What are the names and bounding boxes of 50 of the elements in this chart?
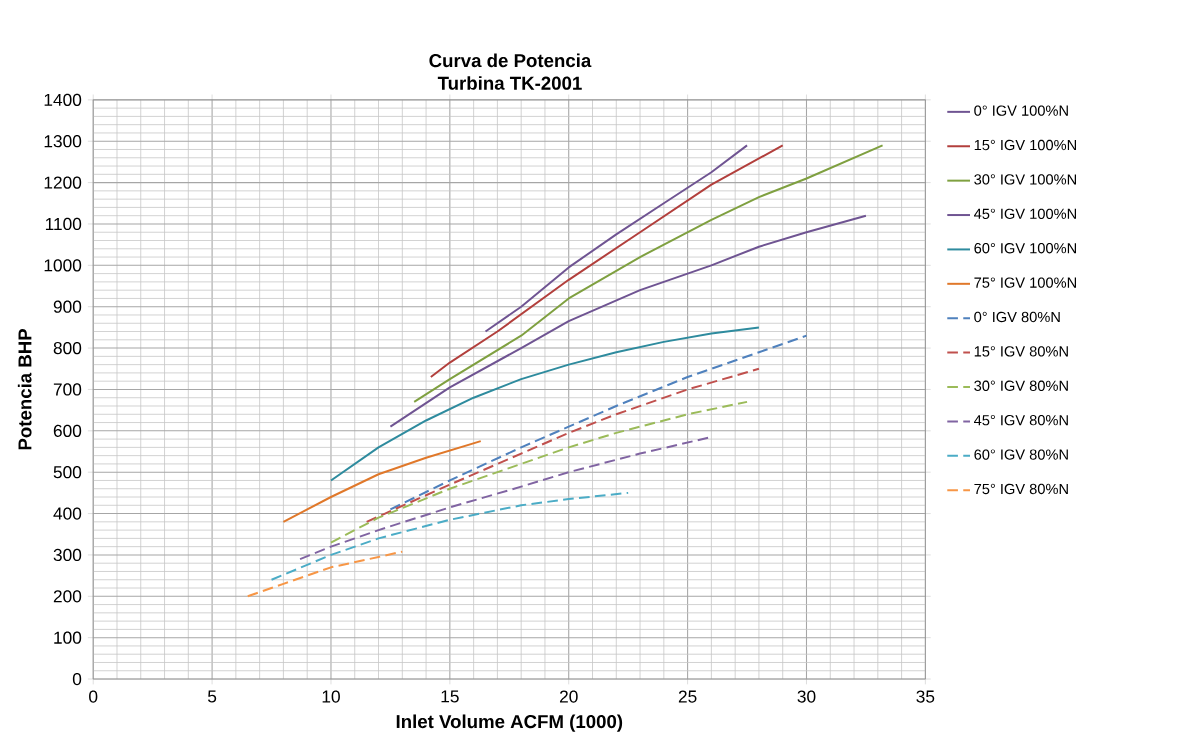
y-tick-label: 1300 bbox=[44, 134, 82, 148]
legend-label: 0° IGV 80%N bbox=[974, 311, 1060, 323]
line-series bbox=[484, 144, 749, 333]
y-tick-label: 200 bbox=[53, 590, 82, 603]
chart-title: Curva de Potencia bbox=[429, 53, 592, 68]
line-series bbox=[365, 367, 760, 523]
legend-label: 60° IGV 100%N bbox=[974, 242, 1076, 254]
line-series bbox=[329, 326, 760, 482]
legend-label: 15° IGV 80%N bbox=[974, 346, 1068, 357]
line-series bbox=[282, 440, 482, 523]
legend-label: 0° IGV 100%N bbox=[974, 105, 1068, 116]
chart-subtitle: Turbina TK-2001 bbox=[437, 76, 582, 90]
x-tick-label: 35 bbox=[916, 690, 935, 703]
x-axis-title: Inlet Volume ACFM (1000) bbox=[396, 714, 623, 732]
line-series bbox=[413, 144, 884, 403]
legend-label: 15° IGV 100%N bbox=[974, 139, 1076, 151]
y-tick-label: 700 bbox=[53, 383, 82, 396]
line-series bbox=[389, 334, 808, 511]
x-tick-label: 10 bbox=[322, 690, 340, 703]
y-tick-label: 1400 bbox=[44, 93, 82, 106]
legend-label: 75° IGV 100%N bbox=[974, 277, 1076, 288]
x-tick-label: 5 bbox=[207, 690, 217, 703]
y-tick-label: 900 bbox=[53, 300, 82, 313]
legend-label: 45° IGV 80%N bbox=[974, 414, 1068, 426]
y-tick-label: 400 bbox=[53, 507, 82, 520]
x-tick-label: 20 bbox=[559, 690, 578, 703]
legend-label: 60° IGV 80%N bbox=[974, 449, 1068, 460]
line-series bbox=[329, 400, 749, 544]
y-tick-label: 0 bbox=[72, 672, 82, 686]
y-tick-label: 1100 bbox=[45, 217, 82, 230]
x-tick-label: 0 bbox=[89, 690, 98, 703]
x-tick-label: 30 bbox=[797, 690, 816, 703]
y-tick-label: 100 bbox=[54, 631, 82, 644]
y-tick-label: 800 bbox=[53, 341, 82, 355]
line-series bbox=[429, 144, 784, 378]
x-tick-label: 15 bbox=[441, 690, 459, 703]
line-series bbox=[246, 550, 404, 598]
x-tick-label: 25 bbox=[678, 690, 697, 703]
legend-label: 45° IGV 100%N bbox=[974, 208, 1076, 219]
legend-label: 75° IGV 80%N bbox=[974, 483, 1068, 495]
line-series bbox=[389, 214, 867, 428]
y-tick-label: 600 bbox=[53, 424, 82, 437]
y-tick-label: 300 bbox=[53, 548, 82, 561]
y-tick-label: 1000 bbox=[44, 259, 82, 272]
y-tick-label: 1200 bbox=[44, 176, 82, 189]
y-axis-title: Potencia BHP bbox=[17, 328, 32, 450]
legend-label: 30° IGV 80%N bbox=[974, 380, 1068, 391]
y-tick-label: 500 bbox=[53, 465, 82, 479]
line-series bbox=[270, 491, 630, 581]
legend-label: 30° IGV 100%N bbox=[974, 174, 1076, 185]
